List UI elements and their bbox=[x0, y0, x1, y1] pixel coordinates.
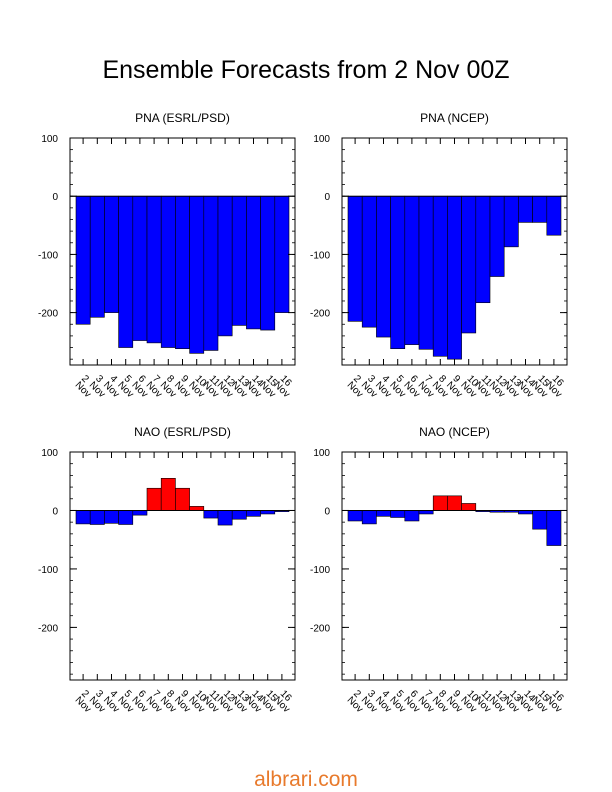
bar-11-nov bbox=[475, 195, 491, 304]
bar-2-nov bbox=[347, 195, 363, 322]
bar-6-nov bbox=[404, 510, 420, 522]
y-tick-label: 100 bbox=[313, 448, 330, 459]
chart-panel-2: PNA (NCEP)1000-100-2002Nov3Nov4Nov5Nov6N… bbox=[310, 111, 568, 400]
bar-14-nov bbox=[246, 195, 261, 330]
bar-5-nov bbox=[390, 195, 406, 350]
bar-9-nov bbox=[447, 195, 462, 360]
chart-panel-4: NAO (NCEP)1000-100-2002Nov3Nov4Nov5Nov6N… bbox=[310, 425, 568, 715]
bar-5-nov bbox=[118, 510, 134, 525]
bar-10-nov bbox=[461, 195, 477, 334]
bar-15-nov bbox=[260, 510, 276, 515]
y-tick-label: -200 bbox=[310, 623, 330, 634]
bar-6-nov bbox=[404, 195, 420, 345]
y-tick-label: 0 bbox=[324, 192, 330, 203]
bar-9-nov bbox=[175, 487, 190, 511]
bar-7-nov bbox=[418, 510, 434, 515]
y-tick-label: 0 bbox=[52, 506, 58, 517]
bar-2-nov bbox=[75, 510, 91, 525]
bar-14-nov bbox=[246, 510, 261, 517]
footer-watermark: albrari.com bbox=[254, 768, 358, 791]
bar-7-nov bbox=[418, 195, 434, 350]
page-title: Ensemble Forecasts from 2 Nov 00Z bbox=[102, 56, 510, 84]
bar-8-nov bbox=[160, 195, 176, 348]
y-tick-label: 100 bbox=[41, 448, 58, 459]
chart-title: PNA (ESRL/PSD) bbox=[135, 111, 230, 125]
y-tick-label: -100 bbox=[38, 250, 58, 261]
y-tick-label: -200 bbox=[38, 623, 58, 634]
bar-2-nov bbox=[75, 195, 91, 325]
bar-6-nov bbox=[132, 510, 148, 516]
chart-panel-3: NAO (ESRL/PSD)1000-100-2002Nov3Nov4Nov5N… bbox=[38, 425, 296, 715]
y-tick-label: -200 bbox=[38, 309, 58, 320]
bar-4-nov bbox=[104, 510, 119, 524]
chart-title: PNA (NCEP) bbox=[420, 111, 489, 125]
y-tick-label: -200 bbox=[310, 309, 330, 320]
bar-11-nov bbox=[203, 195, 219, 351]
y-tick-label: 0 bbox=[52, 192, 58, 203]
bar-12-nov bbox=[489, 195, 505, 277]
bar-4-nov bbox=[104, 195, 119, 313]
plot-frame bbox=[341, 451, 568, 681]
y-tick-label: -100 bbox=[310, 565, 330, 576]
y-tick-label: -100 bbox=[38, 565, 58, 576]
bar-16-nov bbox=[546, 195, 562, 236]
bar-12-nov bbox=[217, 195, 233, 337]
bar-11-nov bbox=[203, 510, 219, 519]
y-tick-label: 100 bbox=[41, 134, 58, 145]
bar-7-nov bbox=[146, 487, 162, 511]
bar-2-nov bbox=[347, 510, 363, 522]
bar-5-nov bbox=[390, 510, 406, 518]
chart-title: NAO (ESRL/PSD) bbox=[134, 425, 231, 439]
bar-14-nov bbox=[518, 510, 533, 515]
bar-3-nov bbox=[361, 195, 377, 328]
bar-12-nov bbox=[217, 510, 233, 526]
bar-13-nov bbox=[503, 195, 519, 248]
bar-3-nov bbox=[361, 510, 377, 525]
bar-8-nov bbox=[432, 195, 448, 357]
chart-title: NAO (NCEP) bbox=[419, 425, 490, 439]
bar-13-nov bbox=[231, 510, 247, 520]
bar-6-nov bbox=[132, 195, 148, 341]
bar-10-nov bbox=[189, 195, 205, 354]
bar-9-nov bbox=[447, 495, 462, 511]
bar-5-nov bbox=[118, 195, 134, 348]
bar-16-nov bbox=[274, 195, 290, 313]
chart-panel-1: PNA (ESRL/PSD)1000-100-2002Nov3Nov4Nov5N… bbox=[38, 111, 296, 400]
y-tick-label: 0 bbox=[324, 506, 330, 517]
bar-7-nov bbox=[146, 195, 162, 344]
bar-8-nov bbox=[432, 495, 448, 511]
bar-15-nov bbox=[260, 195, 276, 331]
bar-3-nov bbox=[89, 510, 105, 525]
bar-4-nov bbox=[376, 195, 391, 338]
bar-8-nov bbox=[160, 478, 176, 511]
bar-3-nov bbox=[89, 195, 105, 318]
y-tick-label: -100 bbox=[310, 250, 330, 261]
bar-13-nov bbox=[231, 195, 247, 326]
bar-4-nov bbox=[376, 510, 391, 517]
y-tick-label: 100 bbox=[313, 134, 330, 145]
bar-9-nov bbox=[175, 195, 190, 350]
bar-14-nov bbox=[518, 195, 533, 223]
plot-frame bbox=[69, 451, 296, 681]
bar-16-nov bbox=[546, 510, 562, 546]
bar-10-nov bbox=[189, 506, 205, 511]
bar-15-nov bbox=[532, 195, 548, 223]
bar-10-nov bbox=[461, 503, 477, 511]
bar-15-nov bbox=[532, 510, 548, 530]
